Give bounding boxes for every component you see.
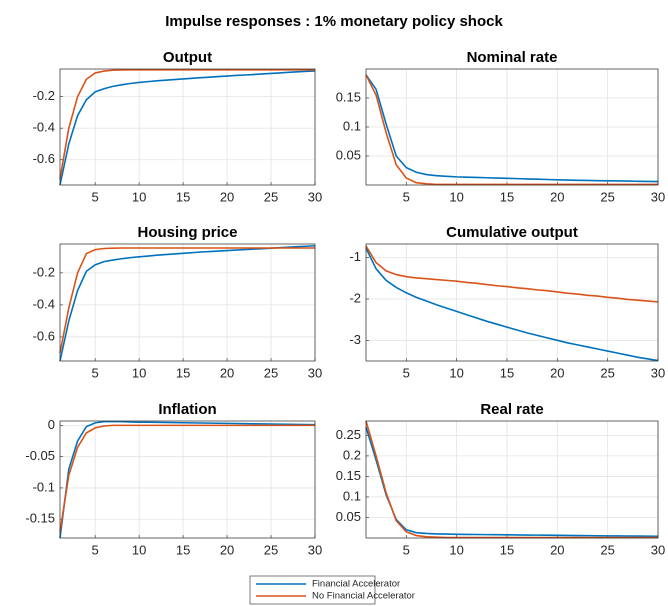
y-tick-label: -0.4 — [33, 120, 55, 135]
series-line — [59, 68, 315, 179]
x-tick-label: 30 — [651, 365, 665, 380]
x-tick-label: 15 — [500, 365, 514, 380]
x-tick-label: 20 — [550, 542, 564, 557]
legend-label: Financial Accelerator — [312, 579, 400, 590]
axes-box — [59, 243, 316, 362]
y-tick-label: -0.1 — [33, 479, 55, 494]
series-line — [365, 245, 659, 303]
y-tick-label: 0.05 — [336, 509, 361, 524]
y-tick-label: -1 — [349, 249, 361, 264]
x-tick-label: 25 — [600, 542, 614, 557]
series-line — [365, 74, 659, 183]
plot-area — [366, 244, 658, 361]
x-tick-label: 10 — [449, 189, 463, 204]
x-tick-label: 20 — [220, 542, 234, 557]
x-tick-label: 5 — [92, 365, 99, 380]
y-tick-label: -0.4 — [33, 296, 55, 311]
legend-box — [249, 575, 376, 605]
x-tick-label: 20 — [550, 189, 564, 204]
y-tick-label: -0.05 — [25, 448, 55, 463]
y-tick-label: -0.15 — [25, 511, 55, 526]
series-line — [59, 420, 316, 539]
series-line — [59, 70, 316, 186]
y-tick-label: 0.15 — [336, 89, 361, 104]
x-tick-label: 10 — [132, 365, 146, 380]
y-tick-label: -0.6 — [33, 151, 55, 166]
plot-area — [60, 69, 315, 185]
y-tick-label: 0.1 — [343, 488, 361, 503]
plot-area — [60, 244, 315, 361]
x-tick-label: 5 — [403, 365, 410, 380]
axes-box — [59, 420, 316, 539]
chart-title: Cumulative output — [446, 224, 578, 241]
x-tick-label: 15 — [500, 542, 514, 557]
chart-title: Nominal rate — [467, 49, 558, 66]
x-tick-label: 25 — [600, 365, 614, 380]
x-tick-label: 5 — [92, 542, 99, 557]
y-tick-label: -3 — [349, 332, 361, 347]
y-tick-label: -0.6 — [33, 328, 55, 343]
x-tick-label: 25 — [264, 189, 278, 204]
x-tick-label: 30 — [651, 189, 665, 204]
y-tick-label: 0 — [48, 417, 55, 432]
x-tick-label: 15 — [500, 189, 514, 204]
y-tick-label: -0.2 — [33, 264, 55, 279]
x-tick-label: 25 — [600, 189, 614, 204]
x-tick-label: 25 — [264, 365, 278, 380]
y-tick-label: 0.15 — [336, 468, 361, 483]
x-tick-label: 10 — [132, 542, 146, 557]
y-tick-label: 0.1 — [343, 118, 361, 133]
x-tick-label: 30 — [651, 542, 665, 557]
chart-title: Real rate — [480, 401, 543, 418]
x-tick-label: 15 — [176, 365, 190, 380]
x-tick-label: 5 — [403, 189, 410, 204]
x-tick-label: 30 — [308, 189, 322, 204]
x-tick-label: 10 — [449, 542, 463, 557]
chart-title: Inflation — [158, 401, 216, 418]
series-line — [365, 74, 658, 186]
x-tick-label: 5 — [92, 189, 99, 204]
axes-box — [365, 243, 659, 362]
axes-box — [365, 68, 659, 186]
chart-title: Housing price — [137, 224, 237, 241]
y-tick-label: -0.2 — [33, 88, 55, 103]
y-tick-label: 0.2 — [343, 447, 361, 462]
plot-area — [366, 421, 658, 538]
figure-title: Impulse responses : 1% monetary policy s… — [165, 13, 503, 30]
axes-box — [365, 420, 659, 539]
y-tick-label: 0.05 — [336, 147, 361, 162]
x-tick-label: 20 — [550, 365, 564, 380]
x-tick-label: 15 — [176, 542, 190, 557]
x-tick-label: 10 — [132, 189, 146, 204]
x-tick-label: 25 — [264, 542, 278, 557]
x-tick-label: 5 — [403, 542, 410, 557]
axes-box — [59, 68, 316, 186]
y-tick-label: 0.25 — [336, 427, 361, 442]
series-line — [59, 247, 315, 354]
series-line — [365, 426, 659, 538]
x-tick-label: 10 — [449, 365, 463, 380]
series-line — [59, 424, 315, 532]
x-tick-label: 30 — [308, 365, 322, 380]
chart-title: Output — [163, 49, 212, 66]
series-line — [365, 420, 658, 539]
x-tick-label: 15 — [176, 189, 190, 204]
plot-area — [60, 421, 315, 538]
series-line — [365, 247, 659, 362]
legend-label: No Financial Accelerator — [312, 591, 415, 602]
x-tick-label: 30 — [308, 542, 322, 557]
y-tick-label: -2 — [349, 290, 361, 305]
x-tick-label: 20 — [220, 365, 234, 380]
x-tick-label: 20 — [220, 189, 234, 204]
